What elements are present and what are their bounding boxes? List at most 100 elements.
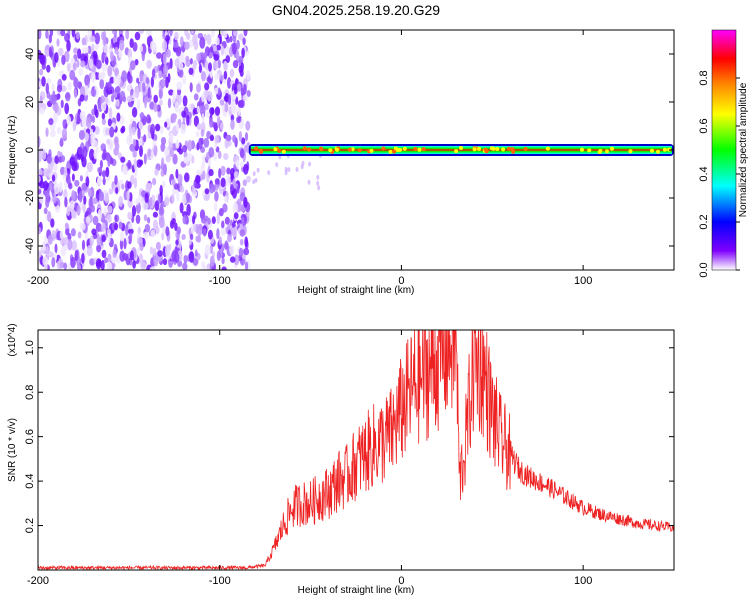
heatmap-cell	[165, 34, 171, 42]
heatmap-cell	[38, 30, 42, 40]
heatmap-cell	[39, 68, 44, 76]
heatmap-cell	[103, 207, 107, 216]
heatmap-cell	[152, 247, 157, 257]
heatmap-cell	[147, 217, 151, 224]
snr-x-ticks: -200 -100 0 100	[27, 330, 592, 587]
x-tick-label: -100	[209, 275, 231, 287]
heatmap-cell	[220, 165, 226, 176]
heatmap-cell	[181, 195, 187, 205]
heatmap-cell	[202, 170, 206, 180]
heatmap-cell	[82, 146, 88, 159]
heatmap-cell	[60, 99, 64, 109]
heatmap-cell	[156, 52, 162, 59]
heatmap-cell	[206, 33, 212, 46]
heatmap-cell	[196, 52, 202, 62]
heatmap-cell	[232, 134, 237, 143]
heatmap-cell	[51, 257, 56, 268]
heatmap-cell	[87, 162, 93, 173]
heatmap-cell	[208, 169, 214, 177]
heatmap-cell	[101, 222, 106, 233]
heatmap-cell	[273, 147, 278, 152]
heatmap-cell	[223, 70, 228, 80]
heatmap-cell	[213, 202, 218, 212]
heatmap-cell	[41, 76, 46, 87]
heatmap-cell	[96, 59, 102, 70]
heatmap-cell	[111, 30, 116, 35]
heatmap-cell	[127, 181, 132, 189]
y-tick-label: 20	[24, 96, 36, 108]
heatmap-cell	[107, 81, 112, 92]
heatmap-cell	[164, 121, 168, 128]
heatmap-cell	[209, 134, 215, 142]
heatmap-cell	[71, 209, 76, 219]
heatmap-cell	[186, 114, 190, 126]
heatmap-cell	[128, 222, 133, 230]
heatmap-cell	[184, 41, 190, 50]
heatmap-cell	[165, 244, 170, 257]
heatmap-cell	[61, 54, 66, 66]
heatmap-cell	[81, 37, 86, 46]
heatmap-cell	[199, 36, 206, 49]
heatmap-cell	[235, 50, 240, 61]
heatmap-cell	[76, 59, 80, 68]
heatmap-cell	[152, 177, 157, 186]
heatmap-cell	[147, 87, 151, 99]
heatmap-cell	[66, 62, 71, 72]
heatmap-cell	[302, 146, 307, 151]
heatmap-cell	[307, 147, 311, 152]
heatmap-cell	[241, 216, 245, 226]
heatmap-cell	[135, 198, 139, 206]
heatmap-cell	[201, 160, 206, 169]
heatmap-cell	[105, 127, 111, 136]
heatmap-cell	[77, 231, 82, 239]
heatmap-cell	[239, 99, 245, 109]
heatmap-cell	[81, 252, 85, 264]
heatmap-cell	[236, 116, 242, 124]
heatmap-cell	[179, 36, 184, 47]
heatmap-cell	[238, 33, 244, 41]
heatmap-cell	[38, 136, 41, 148]
heatmap-cell	[178, 68, 184, 78]
heatmap-cell	[59, 137, 63, 147]
heatmap-cell	[119, 239, 124, 250]
heatmap-cell	[113, 243, 118, 250]
heatmap-cell	[126, 95, 133, 103]
heatmap-cell	[190, 30, 195, 35]
heatmap-cell	[149, 246, 154, 255]
heatmap-cell	[244, 261, 249, 270]
heatmap-cell	[221, 257, 225, 265]
heatmap-cell	[142, 81, 146, 93]
heatmap-cell	[201, 93, 205, 103]
heatmap-cell	[186, 203, 191, 216]
heatmap-cell	[246, 70, 251, 80]
heatmap-cell	[143, 134, 147, 143]
heatmap-cell	[121, 125, 126, 133]
heatmap-cell	[225, 134, 232, 141]
heatmap-cell	[238, 131, 243, 142]
y-tick-label: -40	[24, 238, 36, 254]
heatmap-cell	[207, 158, 211, 168]
heatmap-cell	[211, 107, 215, 115]
heatmap-cell	[101, 63, 108, 72]
heatmap-cell	[193, 115, 199, 127]
heatmap-cell	[66, 115, 71, 126]
heatmap-cell	[91, 108, 95, 116]
heatmap-cell	[95, 109, 99, 119]
heatmap-cell	[107, 205, 113, 214]
spectrogram-x-ticks: -200 -100 0 100	[27, 30, 592, 287]
heatmap-cell	[134, 31, 141, 41]
heatmap-cell	[149, 126, 154, 135]
heatmap-cell	[102, 177, 106, 186]
heatmap-cell	[180, 123, 186, 135]
heatmap-cell	[101, 112, 106, 120]
heatmap-cell	[78, 68, 83, 76]
heatmap-cell	[107, 65, 113, 77]
heatmap-cell	[74, 153, 78, 163]
heatmap-cell	[153, 145, 158, 157]
heatmap-cell	[47, 234, 53, 245]
heatmap-cell	[135, 214, 141, 224]
heatmap-cell	[176, 226, 181, 235]
heatmap-cell	[229, 36, 233, 43]
heatmap-cell	[196, 83, 201, 93]
heatmap-cell	[112, 249, 117, 258]
